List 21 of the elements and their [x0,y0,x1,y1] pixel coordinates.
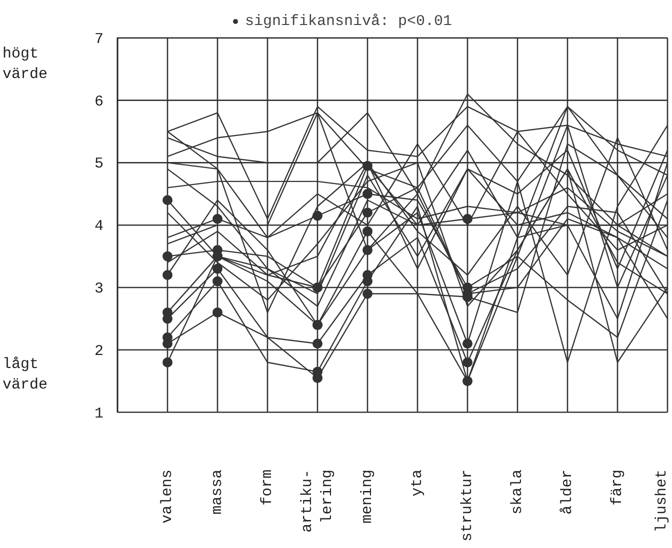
x-tick-label: färg [609,469,626,506]
y-tick-label: 4 [94,218,104,236]
x-tick-label: valens [159,469,176,524]
text: lågt värde [2,356,48,394]
x-tick-label: ålder [559,469,576,515]
y-tick-label: 5 [94,156,104,173]
y-tick-label: 3 [94,280,104,298]
x-tick-label: skala [509,469,526,515]
x-tick-label: form [259,469,276,506]
text: högt värde [2,45,48,83]
legend-label: signifikansnivå: p<0.01 [245,12,452,30]
y-tick-label: 6 [94,93,104,110]
x-tick-label: yta [409,469,426,497]
x-tick-label: struktur [459,469,476,542]
y-tick-label: 2 [94,342,104,360]
x-tick-label: artiku- lering [298,469,336,533]
x-tick-label: mening [359,469,376,524]
y-tick-label: 7 [94,30,104,48]
x-tick-label: ljushet [654,469,670,533]
x-tick-label: massa [209,469,226,515]
y-tick-label: 1 [94,405,104,422]
